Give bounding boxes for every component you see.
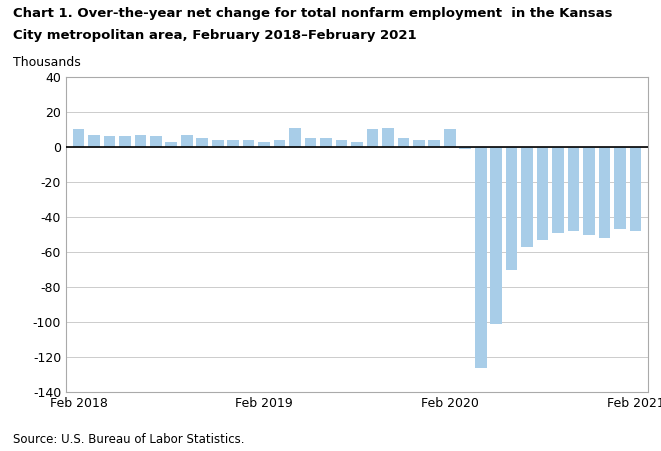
Bar [599, 147, 610, 238]
Bar [227, 140, 239, 147]
Bar [475, 147, 486, 368]
Bar [181, 134, 192, 147]
Bar [336, 140, 347, 147]
Bar [382, 128, 394, 147]
Bar [290, 128, 301, 147]
Bar [258, 142, 270, 147]
Text: City metropolitan area, February 2018–February 2021: City metropolitan area, February 2018–Fe… [13, 29, 417, 42]
Text: Source: U.S. Bureau of Labor Statistics.: Source: U.S. Bureau of Labor Statistics. [13, 433, 245, 446]
Bar [212, 140, 223, 147]
Bar [506, 147, 518, 270]
Bar [614, 147, 626, 229]
Bar [629, 147, 641, 231]
Bar [88, 134, 100, 147]
Bar [119, 136, 131, 147]
Bar [444, 129, 455, 147]
Bar [150, 136, 162, 147]
Bar [583, 147, 595, 235]
Bar [490, 147, 502, 324]
Bar [351, 142, 363, 147]
Text: Chart 1. Over-the-year net change for total nonfarm employment  in the Kansas: Chart 1. Over-the-year net change for to… [13, 7, 613, 20]
Bar [537, 147, 549, 240]
Bar [320, 138, 332, 147]
Bar [196, 138, 208, 147]
Bar [397, 138, 409, 147]
Bar [413, 140, 424, 147]
Bar [568, 147, 579, 231]
Bar [135, 134, 146, 147]
Bar [165, 142, 177, 147]
Bar [305, 138, 317, 147]
Bar [243, 140, 254, 147]
Bar [552, 147, 564, 233]
Bar [522, 147, 533, 247]
Bar [104, 136, 115, 147]
Bar [459, 147, 471, 148]
Bar [367, 129, 378, 147]
Text: Thousands: Thousands [13, 56, 81, 69]
Bar [274, 140, 286, 147]
Bar [73, 129, 85, 147]
Bar [428, 140, 440, 147]
